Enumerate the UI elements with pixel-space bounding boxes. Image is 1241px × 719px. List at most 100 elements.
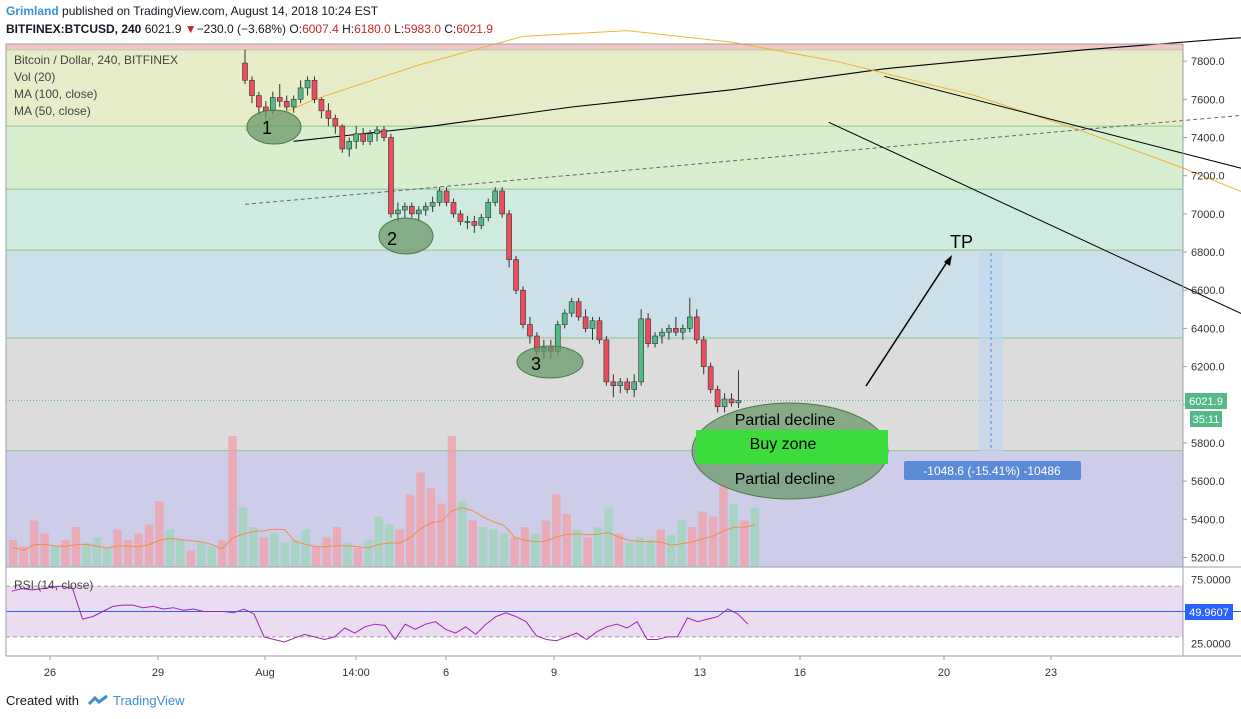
- y-tick-label: 7800.0: [1191, 56, 1225, 68]
- candle-body: [492, 190, 499, 203]
- low-value: 5983.0: [404, 22, 441, 36]
- candle-body: [256, 95, 262, 108]
- volume-bar: [165, 529, 175, 566]
- y-tick-label: 6200.0: [1191, 362, 1225, 374]
- legend: Bitcoin / Dollar, 240, BITFINEX Vol (20)…: [14, 53, 178, 592]
- volume-bar: [552, 494, 561, 566]
- volume-bar: [583, 537, 592, 566]
- volume-bar: [405, 494, 415, 566]
- volume-bar: [667, 534, 676, 566]
- tradingview-logo-icon: [87, 694, 108, 705]
- author-link[interactable]: Grimland: [6, 4, 59, 18]
- candle-body: [297, 87, 304, 100]
- last-price-tag-box: [1185, 393, 1227, 409]
- measure-label: -1048.6 (-15.41%) -10486: [923, 464, 1061, 478]
- y-tick-label: 5800.0: [1191, 438, 1225, 450]
- axes: [5, 43, 1241, 657]
- x-tick-label: 13: [694, 667, 706, 679]
- countdown-tag-box: [1190, 411, 1222, 427]
- candle-body: [332, 118, 339, 127]
- candle-body: [506, 213, 512, 260]
- volume-bar: [479, 527, 488, 566]
- volume-bar: [29, 520, 39, 566]
- price-zone-2: [6, 189, 1183, 251]
- candle-body: [589, 320, 596, 329]
- buy-zone-band[interactable]: [696, 430, 888, 464]
- candle-body: [346, 141, 353, 150]
- candle-body: [610, 381, 617, 386]
- partial-decline-top: Partial decline: [735, 412, 836, 429]
- candle-body: [478, 217, 485, 226]
- candles: [242, 49, 742, 413]
- legend-ma50: MA (50, close): [14, 104, 91, 118]
- candle-body: [721, 398, 728, 407]
- rsi-line: [11, 585, 749, 643]
- candle-body: [645, 318, 651, 344]
- tradingview-brand[interactable]: TradingView: [87, 693, 185, 708]
- touch-ellipse-3[interactable]: [516, 345, 584, 379]
- change-arrow-icon: ▼: [184, 22, 197, 36]
- x-tick-label: 29: [152, 667, 164, 679]
- y-tick-label: 5400.0: [1191, 514, 1225, 526]
- y-tick-label: 6400.0: [1191, 323, 1225, 335]
- candle-body: [527, 324, 533, 337]
- tp-arrow-head-icon: [944, 255, 952, 266]
- touch-ellipse-2[interactable]: [378, 217, 434, 255]
- countdown-tag: 35:11: [1193, 414, 1220, 426]
- volume-bar: [729, 503, 739, 566]
- candle-body: [686, 316, 693, 329]
- candle-body: [728, 398, 735, 404]
- ohlc-header: BITFINEX:BTCUSD, 240 6021.9 ▼−230.0 (−3.…: [6, 22, 493, 36]
- candle-body: [269, 97, 276, 112]
- candle-body: [242, 62, 248, 81]
- candle-body: [568, 301, 575, 314]
- candle-body: [450, 202, 457, 215]
- open-value: 6007.4: [302, 22, 339, 36]
- rsi-legend: RSI (14, close): [14, 578, 93, 592]
- volume-bar: [635, 537, 645, 566]
- volume-bar: [301, 529, 310, 566]
- volume-bar: [144, 524, 154, 566]
- touch-ellipse-1[interactable]: [246, 109, 302, 145]
- candle-body: [429, 202, 436, 207]
- candle-body: [666, 328, 672, 333]
- rsi-tag: 49.9607: [1189, 607, 1229, 619]
- volume-bar: [228, 436, 237, 566]
- volume-bar: [134, 533, 143, 566]
- volume-bar: [562, 514, 571, 566]
- volume-bar: [385, 524, 394, 566]
- price-zones: [6, 44, 1183, 567]
- high-value: 6180.0: [354, 22, 391, 36]
- candle-body: [367, 133, 373, 142]
- publish-info: published on TradingView.com, August 14,…: [62, 4, 379, 18]
- volume-bar: [270, 533, 279, 566]
- y-tick-label: 6800.0: [1191, 247, 1225, 259]
- channel-upper-line[interactable]: [884, 75, 1241, 446]
- touch-label-1: 1: [262, 118, 272, 138]
- candle-body: [652, 335, 658, 344]
- rsi-pane: [6, 585, 1241, 643]
- candle-body: [276, 97, 283, 102]
- volume-bar: [19, 546, 28, 566]
- close-label: C:: [444, 22, 457, 36]
- channel-lower-line[interactable]: [828, 121, 1241, 567]
- x-tick-label: 23: [1045, 667, 1057, 679]
- candle-body: [471, 221, 478, 226]
- volume-bar: [573, 529, 582, 566]
- candle-body: [311, 79, 318, 100]
- created-with-label: Created with: [6, 693, 79, 708]
- volume-bar: [259, 537, 269, 566]
- y-tick-label: 5600.0: [1191, 476, 1225, 488]
- candle-body: [249, 79, 255, 96]
- tp-arrow[interactable]: [865, 258, 950, 387]
- candle-body: [318, 99, 325, 112]
- y-tick-label: 7600.0: [1191, 94, 1225, 106]
- volume-bar: [123, 540, 133, 566]
- partial-decline-bottom: Partial decline: [735, 471, 836, 488]
- volume-bar: [708, 516, 718, 566]
- price-tags: 6021.9 35:11 49.9607: [1185, 393, 1233, 620]
- y-tick-label: 7200.0: [1191, 171, 1225, 183]
- candle-body: [388, 137, 394, 215]
- touch-label-2: 2: [387, 229, 397, 249]
